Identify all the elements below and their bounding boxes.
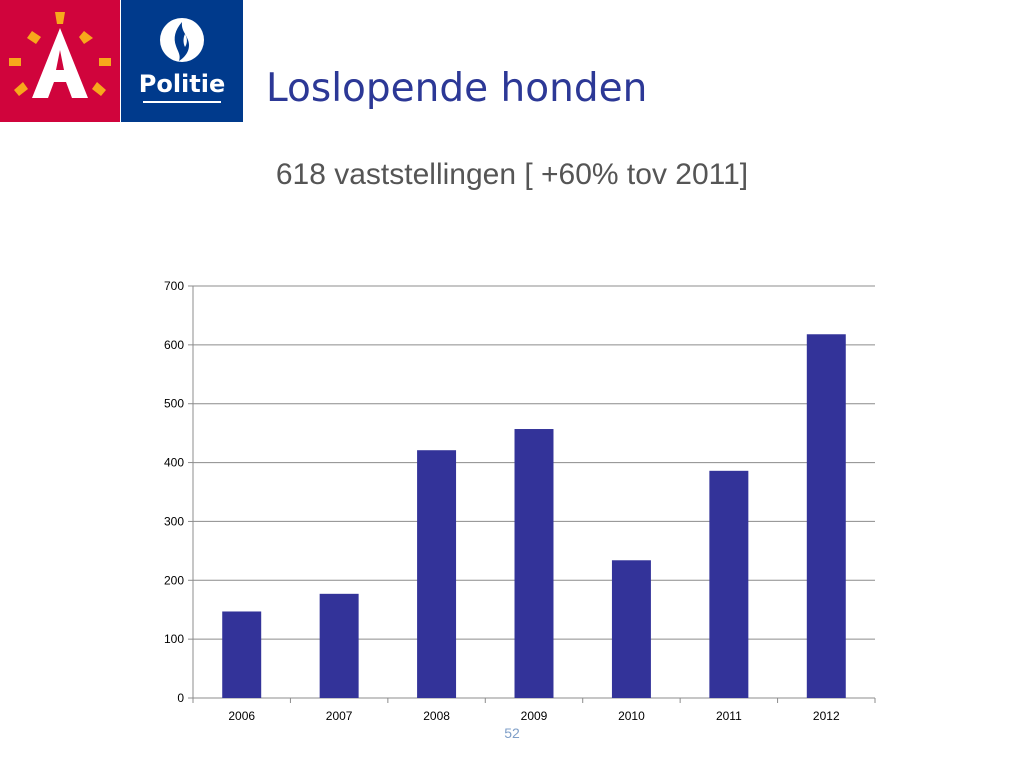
y-tick-label: 200 [164, 573, 184, 587]
bar-2006 [222, 611, 262, 698]
slide-subtitle: 618 vaststellingen [ +60% tov 2011] [275, 158, 749, 191]
politie-underline [143, 101, 221, 103]
slide-title: Loslopende honden [266, 66, 648, 111]
x-tick-label: 2011 [716, 709, 742, 723]
antwerpen-a-sun-icon [9, 12, 111, 98]
x-tick-label: 2010 [618, 709, 645, 723]
bar-2008 [417, 450, 457, 698]
y-tick-label: 700 [164, 279, 184, 293]
y-tick-label: 100 [164, 632, 184, 646]
bar-2007 [319, 593, 359, 698]
y-tick-label: 500 [164, 397, 184, 411]
bar-2011 [709, 470, 749, 698]
politie-flame-icon [160, 18, 204, 62]
x-tick-label: 2007 [326, 709, 353, 723]
bar-2012 [806, 334, 846, 698]
x-tick-label: 2009 [521, 709, 548, 723]
bar-2010 [611, 560, 651, 698]
y-tick-label: 300 [164, 514, 184, 528]
x-tick-label: 2012 [813, 709, 840, 723]
x-tick-label: 2008 [423, 709, 450, 723]
politie-label: Politie [138, 70, 226, 98]
bar-2009 [514, 429, 554, 698]
politie-logo: Politie [121, 0, 243, 122]
y-tick-label: 600 [164, 338, 184, 352]
y-tick-label: 400 [164, 456, 184, 470]
y-tick-label: 0 [177, 691, 184, 705]
page-number: 52 [504, 725, 520, 741]
antwerpen-logo [0, 0, 120, 122]
x-tick-label: 2006 [228, 709, 255, 723]
